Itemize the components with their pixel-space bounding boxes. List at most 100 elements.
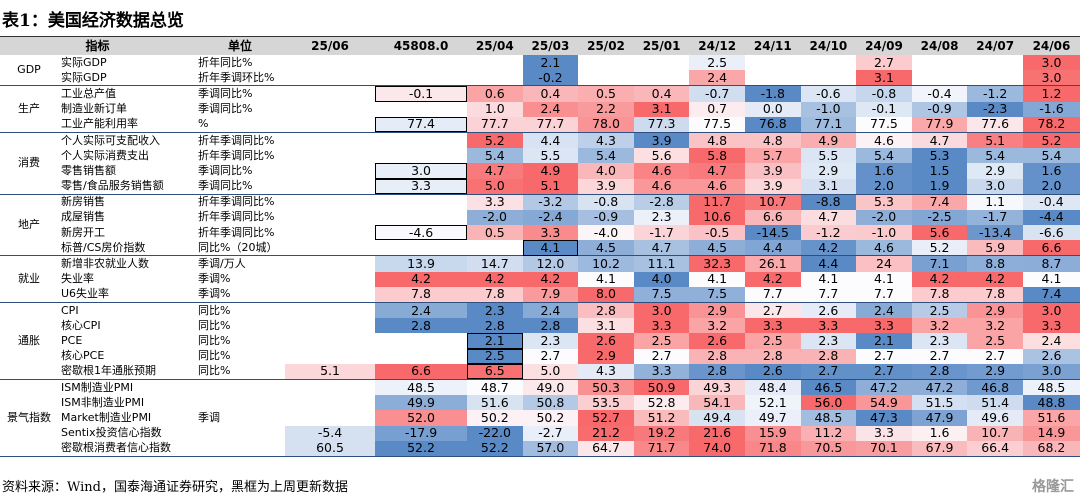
value-cell: 4.4 xyxy=(744,240,801,257)
value-cell: 68.2 xyxy=(1022,440,1080,457)
value-cell: 2.8 xyxy=(467,318,523,334)
value-cell: -2.4 xyxy=(522,209,579,226)
value-cell: -1.0 xyxy=(856,225,912,241)
value-cell: 51.5 xyxy=(911,395,968,411)
table-row: 制造业新订单 季调同比% 1.0 2.4 2.2 3.1 0.7 0.0 -1.0 -0.1 -0.… xyxy=(0,101,1080,117)
value-cell: -0.6 xyxy=(800,85,857,102)
row-label: 成屋销售 xyxy=(61,210,105,224)
value-cell: 6.6 xyxy=(744,209,801,226)
value-cell: 51.2 xyxy=(633,410,690,426)
value-cell: 49.6 xyxy=(967,410,1023,426)
group-name: GDP xyxy=(0,55,58,87)
value-cell: 2.4 xyxy=(689,70,745,87)
value-cell: -17.9 xyxy=(375,425,468,441)
value-cell: 4.2 xyxy=(911,271,968,287)
value-cell: 4.1 xyxy=(1022,271,1080,287)
value-cell: 5.4 xyxy=(578,148,634,164)
value-cell: 3.1 xyxy=(856,70,912,87)
value-cell: 4.5 xyxy=(578,240,634,257)
value-cell xyxy=(285,286,376,303)
value-cell: 78.2 xyxy=(1022,116,1080,133)
value-cell: 6.6 xyxy=(375,363,468,380)
value-cell: 19.2 xyxy=(633,425,690,441)
value-cell: 64.7 xyxy=(578,440,634,457)
value-cell: 48.5 xyxy=(375,379,468,396)
row-label: 标普/CS房价指数 xyxy=(58,240,196,257)
value-cell: -5.4 xyxy=(285,425,376,441)
value-cell: 11.7 xyxy=(689,194,745,210)
value-cell: 3.9 xyxy=(633,132,690,149)
row-label: 零售/食品服务销售额 xyxy=(58,178,196,195)
value-cell: 3.9 xyxy=(744,163,801,179)
value-cell: 0.0 xyxy=(744,101,801,117)
value-cell: 14.9 xyxy=(1022,425,1080,441)
value-cell: 2.3 xyxy=(633,209,690,226)
value-cell: 4.1 xyxy=(689,271,745,287)
value-cell: 7.9 xyxy=(522,286,579,303)
value-cell: 21.2 xyxy=(578,425,634,441)
value-cell: 8.0 xyxy=(578,286,634,303)
value-cell: 8.7 xyxy=(1022,255,1080,272)
value-cell: 48.7 xyxy=(467,379,523,396)
value-cell: 77.3 xyxy=(633,116,690,133)
value-cell: 3.2 xyxy=(967,318,1023,334)
value-cell xyxy=(285,318,375,333)
value-cell: 15.9 xyxy=(744,425,801,441)
value-cell: 2.4 xyxy=(856,302,912,319)
value-cell xyxy=(375,333,467,348)
value-cell xyxy=(285,395,375,410)
footer: 资料来源：Wind，国泰海通证券研究，黑框为上周更新数据 xyxy=(2,480,348,495)
value-cell: 4.1 xyxy=(800,271,857,287)
title: 表1：美国经济数据总览 xyxy=(2,11,184,31)
row-label: 零售销售额 xyxy=(61,163,116,177)
value-cell: 71.8 xyxy=(744,440,801,457)
value-cell xyxy=(285,272,375,287)
value-cell: 54.9 xyxy=(856,395,912,411)
value-cell xyxy=(285,303,375,319)
value-cell: 2.9 xyxy=(967,163,1023,179)
row-label: 新增非农就业人数 xyxy=(61,257,149,271)
value-cell: 50.3 xyxy=(578,379,634,396)
value-cell: 3.1 xyxy=(633,101,690,117)
value-cell: 3.3 xyxy=(856,318,912,334)
value-cell: 47.2 xyxy=(911,379,968,396)
value-cell: 5.5 xyxy=(522,148,579,164)
header-cell: 25/02 xyxy=(578,37,634,55)
table-row: U6失业率 季调% 7.8 7.8 7.9 8.0 7.5 7.5 7.7 7.7 7.7 7.8 7.… xyxy=(0,286,1080,303)
value-cell: 2.7 xyxy=(967,348,1023,364)
value-cell: 52.8 xyxy=(633,395,690,411)
value-cell xyxy=(285,256,375,272)
value-cell xyxy=(745,55,801,70)
value-cell: -2.0 xyxy=(856,209,912,226)
value-cell xyxy=(285,349,375,364)
value-cell: 47.3 xyxy=(856,410,912,426)
value-cell: 0.5 xyxy=(467,225,523,241)
value-cell: 4.6 xyxy=(689,178,745,195)
header-cell: 45808.0 xyxy=(375,37,468,55)
value-cell: -1.8 xyxy=(744,85,801,102)
row-unit: 季调/万人 xyxy=(198,257,246,271)
value-cell: -0.4 xyxy=(1022,194,1080,210)
value-cell: -1.2 xyxy=(967,85,1023,102)
table-row: 零售销售额 季调同比% 3.0 4.7 4.9 4.0 4.6 4.7 3.9 2.9 1.6 1.5… xyxy=(0,163,1080,179)
value-cell: 4.2 xyxy=(744,271,801,287)
row-label: 个人实际可支配收入 xyxy=(61,133,160,147)
value-cell: 2.4 xyxy=(522,302,579,319)
value-cell: 2.8 xyxy=(689,348,745,364)
value-cell: 77.9 xyxy=(911,116,968,133)
value-cell: 3.3 xyxy=(633,363,690,380)
header-cell: 24/10 xyxy=(800,37,857,55)
row-unit: 季调同比% xyxy=(198,86,253,100)
value-cell: 3.3 xyxy=(800,318,857,334)
value-cell: 5.3 xyxy=(856,194,912,210)
row-unit: 折年季调同比% xyxy=(198,210,275,224)
value-cell: 2.2 xyxy=(578,101,634,117)
value-cell xyxy=(967,70,1023,87)
value-cell: 26.1 xyxy=(744,255,801,272)
value-cell: 6.6 xyxy=(1022,240,1080,257)
value-cell: 49.0 xyxy=(522,379,579,396)
row-unit: 折年季调同比% xyxy=(198,195,275,209)
value-cell: 13.9 xyxy=(375,255,468,272)
value-cell xyxy=(801,55,857,70)
